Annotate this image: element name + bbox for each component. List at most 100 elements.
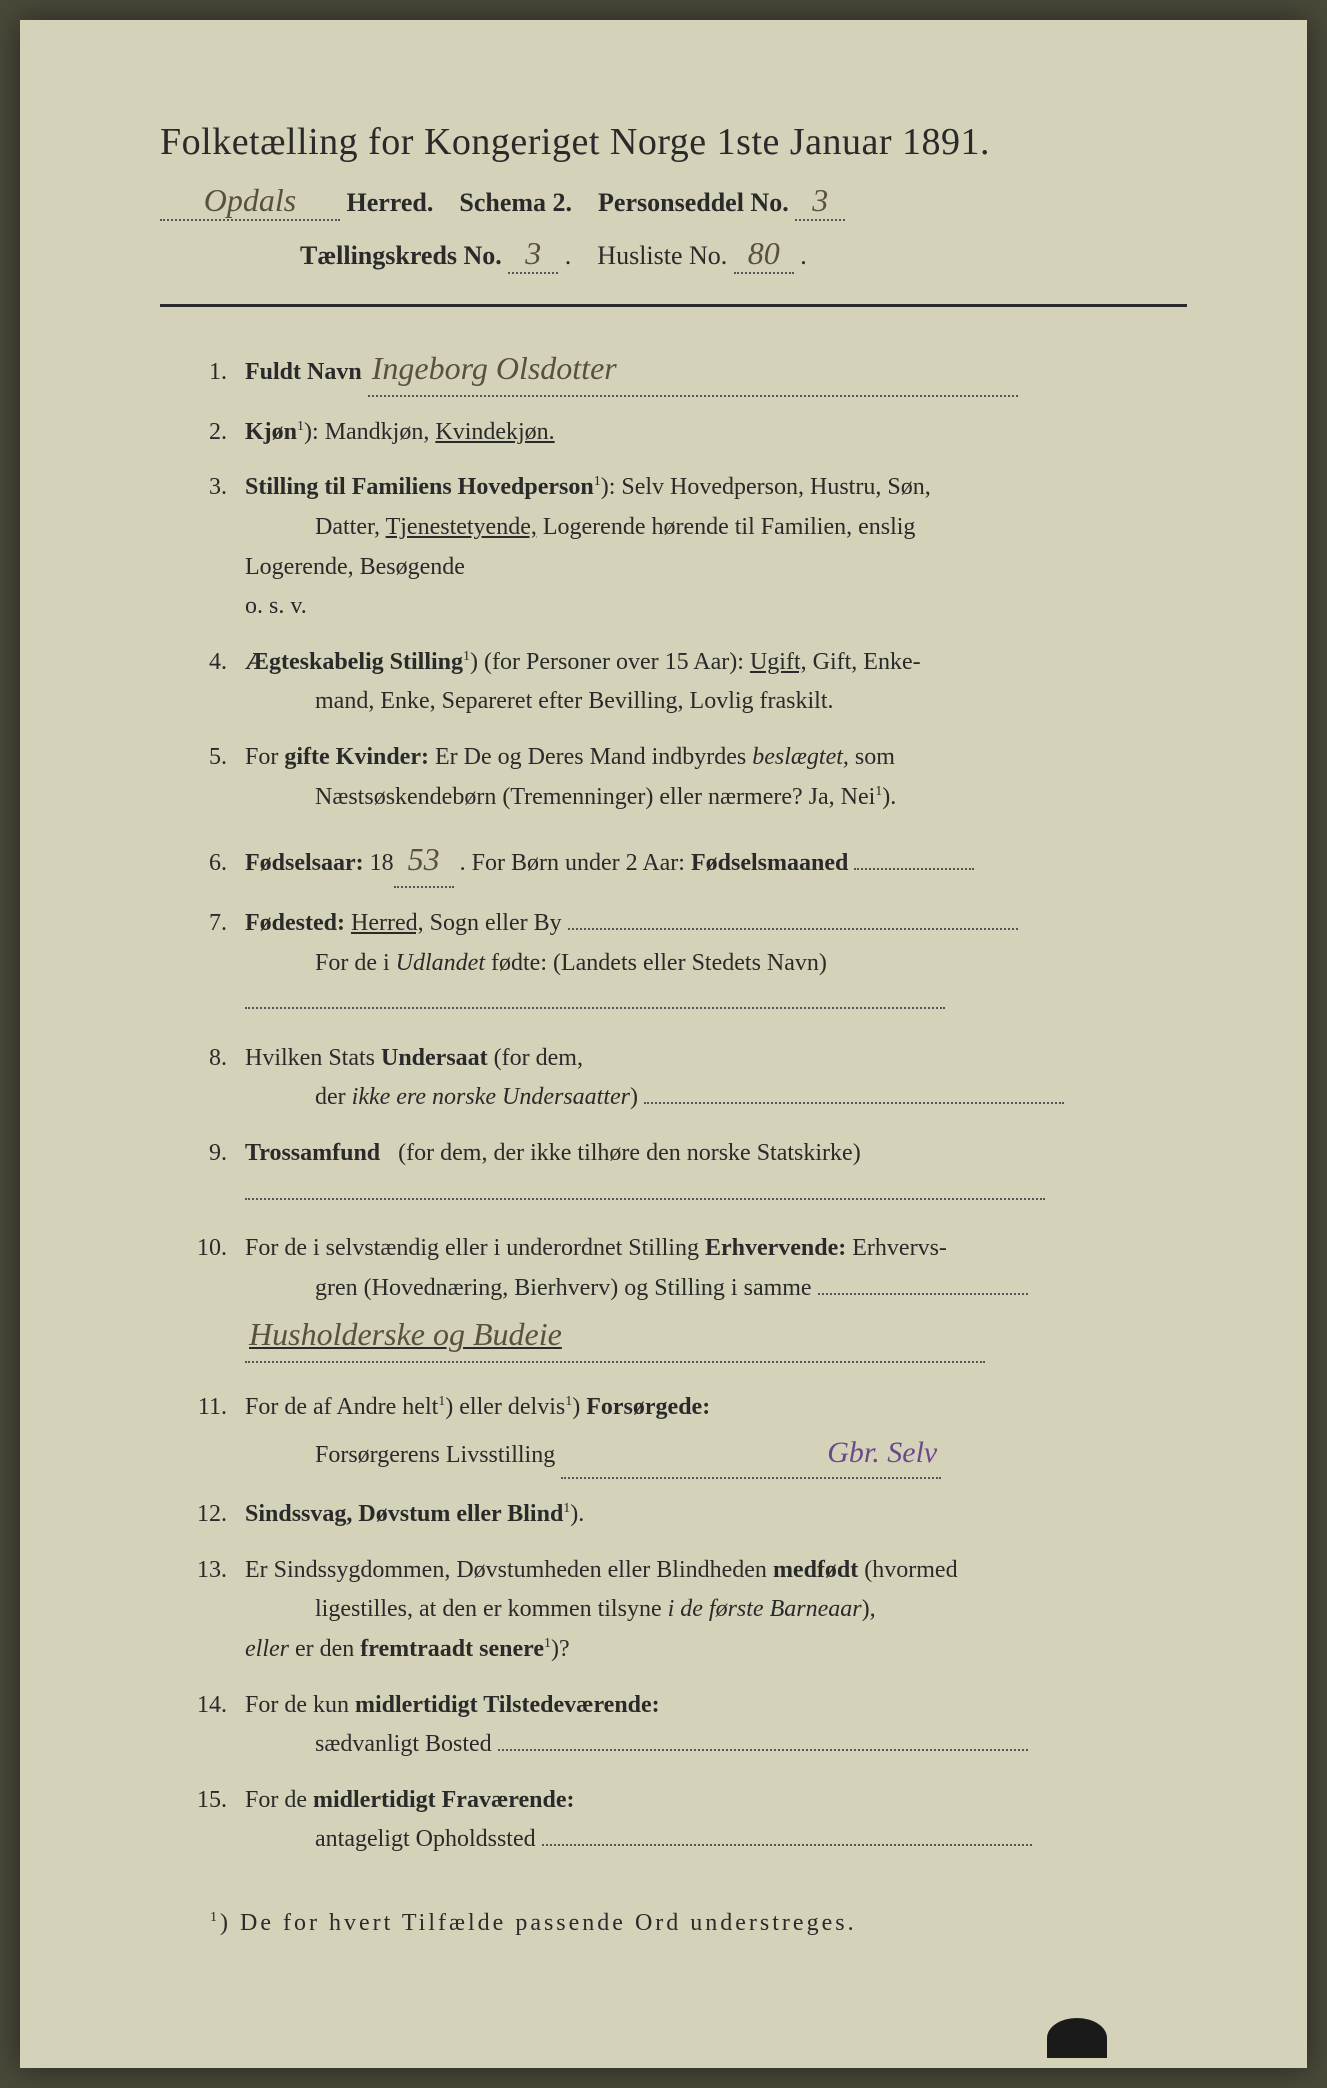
opt-kvindekjon: Kvindekjøn. xyxy=(435,419,554,445)
num-7: 7. xyxy=(190,904,245,944)
personseddel-label: Personseddel No. xyxy=(598,188,789,217)
r5-line2: Næstsøskendebørn (Tremenninger) eller næ… xyxy=(315,784,875,810)
label-kjon: Kjøn xyxy=(245,419,297,445)
husliste-label: Husliste No. xyxy=(597,241,727,270)
r11-line2: Forsørgerens Livsstilling xyxy=(315,1442,555,1468)
paper-tear xyxy=(1047,2018,1107,2058)
r3-tjeneste: Tjenestetyende, xyxy=(386,514,537,540)
r15-line2: antageligt Opholdssted xyxy=(315,1826,536,1852)
sup-3: 1 xyxy=(594,474,601,489)
r7-blank2 xyxy=(245,1007,945,1009)
label-fodselsmaaned: Fødselsmaaned xyxy=(691,850,848,876)
r3-line1: Selv Hovedperson, Hustru, Søn, xyxy=(621,474,930,500)
label-fodselsaar: Fødselsaar: xyxy=(245,850,364,876)
r12-sindssvag: Sindssvag, Døvstum eller Blind xyxy=(245,1501,563,1527)
r10-line2: gren (Hovednæring, Bierhverv) og Stillin… xyxy=(315,1275,812,1301)
r3-line3: Logerende, Besøgende xyxy=(245,554,465,580)
tellingskreds-no: 3 xyxy=(525,235,541,271)
form-body: 1. Fuldt Navn Ingeborg Olsdotter 2. Kjøn… xyxy=(160,342,1187,1860)
r15-text1: For de xyxy=(245,1787,307,1813)
r10-text2: Erhvervs- xyxy=(852,1235,947,1261)
row-9: 9. Trossamfund (for dem, der ikke tilhør… xyxy=(190,1134,1187,1213)
r11-forsorgede: Forsørgede: xyxy=(586,1394,710,1420)
row-4: 4. Ægteskabelig Stilling1) (for Personer… xyxy=(190,643,1187,722)
close-3: ): xyxy=(601,474,616,500)
num-3: 3. xyxy=(190,468,245,508)
r4-text1: (for Personer over 15 Aar): xyxy=(484,649,744,675)
num-14: 14. xyxy=(190,1686,245,1726)
r7-blank xyxy=(568,928,1018,930)
r15-midler: midlertidigt Fraværende: xyxy=(313,1787,575,1813)
row-12: 12. Sindssvag, Døvstum eller Blind1). xyxy=(190,1495,1187,1535)
label-fodested: Fødested: xyxy=(245,910,345,936)
schema-label: Schema 2. xyxy=(459,188,572,217)
r13-text1: Er Sindssygdommen, Døvstumheden eller Bl… xyxy=(245,1557,767,1583)
row-15: 15. For de midlertidigt Fraværende: anta… xyxy=(190,1781,1187,1860)
value-name: Ingeborg Olsdotter xyxy=(372,350,617,386)
r8-blank xyxy=(644,1102,1064,1104)
husliste-no: 80 xyxy=(748,235,780,271)
num-10: 10. xyxy=(190,1229,245,1269)
close-2: ): xyxy=(304,419,319,445)
r9-trossamfund: Trossamfund xyxy=(245,1140,380,1166)
r11-text2: ) eller delvis xyxy=(445,1394,565,1420)
row-11: 11. For de af Andre helt1) eller delvis1… xyxy=(190,1388,1187,1479)
row-1: 1. Fuldt Navn Ingeborg Olsdotter xyxy=(190,342,1187,397)
close-13: )? xyxy=(551,1636,570,1662)
row-2: 2. Kjøn1): Mandkjøn, Kvindekjøn. xyxy=(190,413,1187,453)
r14-line2: sædvanligt Bosted xyxy=(315,1731,492,1757)
census-form-page: Folketælling for Kongeriget Norge 1ste J… xyxy=(20,20,1307,2068)
close-11: ) xyxy=(572,1394,580,1420)
label-stilling: Stilling til Familiens Hovedperson xyxy=(245,474,594,500)
main-title: Folketælling for Kongeriget Norge 1ste J… xyxy=(160,120,1187,164)
r7-udlandet: Udlandet xyxy=(396,950,485,976)
r14-midler: midlertidigt Tilstedeværende: xyxy=(355,1692,660,1718)
row-13: 13. Er Sindssygdommen, Døvstumheden elle… xyxy=(190,1551,1187,1670)
r8-text2: (for dem, xyxy=(494,1045,583,1071)
close-8: ) xyxy=(630,1084,638,1110)
num-6: 6. xyxy=(190,844,245,884)
r10-blank1 xyxy=(818,1293,1028,1295)
tellingskreds-label: Tællingskreds No. xyxy=(300,241,502,270)
row-7: 7. Fødested: Herred, Sogn eller By For d… xyxy=(190,904,1187,1023)
r8-der: der xyxy=(315,1084,346,1110)
num-8: 8. xyxy=(190,1039,245,1079)
r13-line2a: ligestilles, at den er kommen tilsyne xyxy=(315,1596,662,1622)
num-4: 4. xyxy=(190,643,245,683)
r5-som: som xyxy=(855,744,895,770)
r4-text2: Gift, Enke- xyxy=(813,649,921,675)
row-10: 10. For de i selvstændig eller i underor… xyxy=(190,1229,1187,1363)
num-1: 1. xyxy=(190,353,245,393)
r3-indent: Datter, Tjenestetyende, Logerende hørend… xyxy=(245,514,915,619)
label-aegte: Ægteskabelig Stilling xyxy=(245,649,463,675)
r13-line2b: ), xyxy=(862,1596,876,1622)
r6-year: 53 xyxy=(408,841,440,877)
r13-eller: eller xyxy=(245,1636,289,1662)
footnote-sup: 1 xyxy=(210,1910,220,1925)
r14-blank xyxy=(498,1749,1028,1751)
herred-value: Opdals xyxy=(204,182,296,218)
num-5: 5. xyxy=(190,738,245,778)
r6-text1: . For Børn under 2 Aar: xyxy=(460,850,685,876)
r5-beslaegtet: beslægtet, xyxy=(752,744,849,770)
herred-label: Herred. xyxy=(347,188,434,217)
num-15: 15. xyxy=(190,1781,245,1821)
r10-erhverv: Erhvervende: xyxy=(705,1235,846,1261)
r8-ikke: ikke ere norske Undersaatter xyxy=(352,1084,630,1110)
kreds-line: Tællingskreds No. 3 . Husliste No. 80 . xyxy=(160,235,1187,274)
r7-sogn: Sogn eller By xyxy=(430,910,562,936)
r7-fodte: fødte: (Landets eller Stedets Navn) xyxy=(491,950,827,976)
r10-text1: For de i selvstændig eller i underordnet… xyxy=(245,1235,699,1261)
row-8: 8. Hvilken Stats Undersaat (for dem, der… xyxy=(190,1039,1187,1118)
opt-mandkjon: Mandkjøn, xyxy=(325,419,430,445)
r13-text2: (hvormed xyxy=(864,1557,957,1583)
r5-for: For xyxy=(245,744,278,770)
herred-line: Opdals Herred. Schema 2. Personseddel No… xyxy=(160,182,1187,221)
r11-text1: For de af Andre helt xyxy=(245,1394,438,1420)
close-12: ). xyxy=(570,1501,584,1527)
num-9: 9. xyxy=(190,1134,245,1174)
r13-erden: er den xyxy=(295,1636,354,1662)
r5-text2: Er De og Deres Mand indbyrdes xyxy=(435,744,746,770)
r11-value: Gbr. Selv xyxy=(827,1436,937,1469)
row-14: 14. For de kun midlertidigt Tilstedevære… xyxy=(190,1686,1187,1765)
